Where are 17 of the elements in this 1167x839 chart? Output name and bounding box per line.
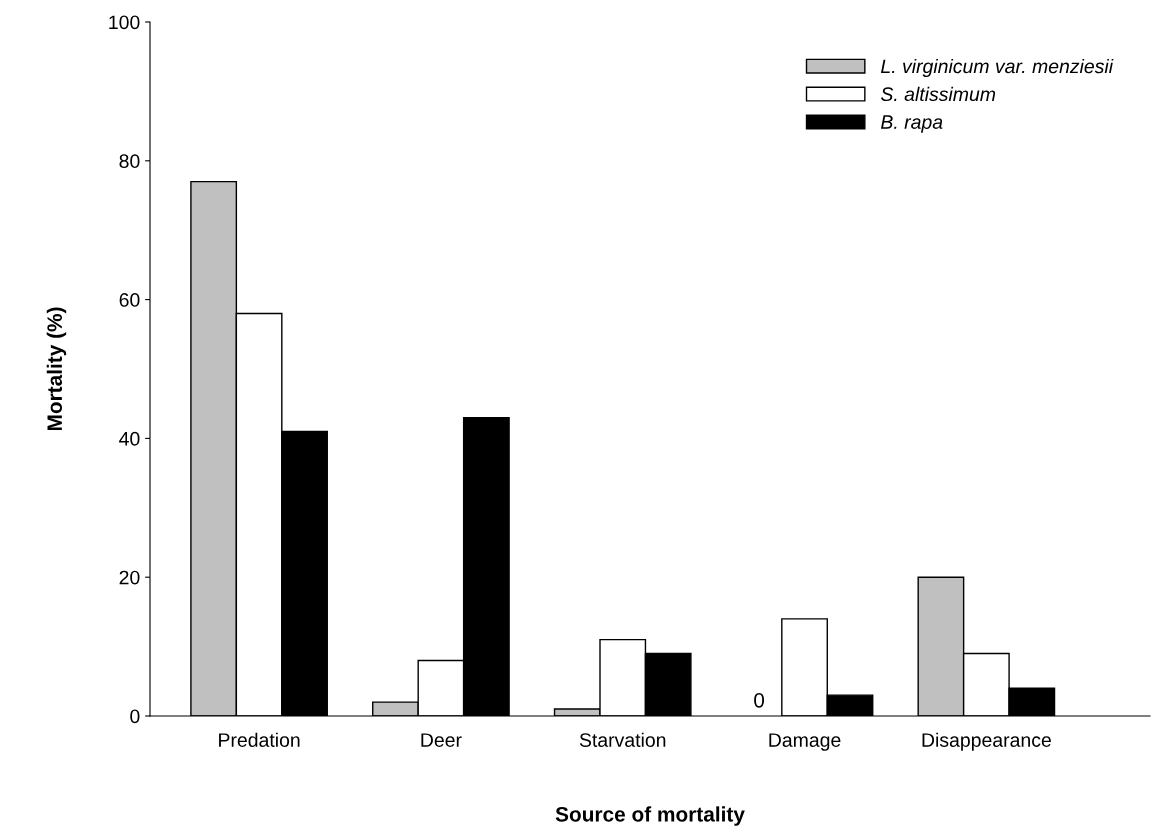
y-tick-label: 20 — [119, 570, 140, 585]
x-tick-label: Starvation — [579, 732, 666, 747]
y-tick-label: 60 — [119, 293, 140, 307]
x-tick-label: Damage — [769, 733, 841, 751]
y-tick-label: 40 — [119, 431, 140, 446]
y-tick-label: 80 — [119, 154, 140, 169]
y-tick-label: 0 — [130, 709, 140, 724]
legend-label: L. virginicum var. menziesii — [881, 58, 1114, 78]
y-tick-label: 100 — [109, 15, 140, 30]
legend-label: B. rapa — [881, 115, 943, 133]
annotation: 0 — [754, 692, 765, 708]
y-axis-title: Mortality (%) — [46, 307, 67, 431]
x-tick-label: Deer — [421, 733, 462, 747]
x-axis-title: Source of mortality — [555, 806, 745, 826]
x-tick-label: Disappearance — [922, 732, 1051, 751]
x-tick-label: Predation — [219, 732, 300, 747]
legend-label: S. altissimum — [880, 86, 996, 102]
